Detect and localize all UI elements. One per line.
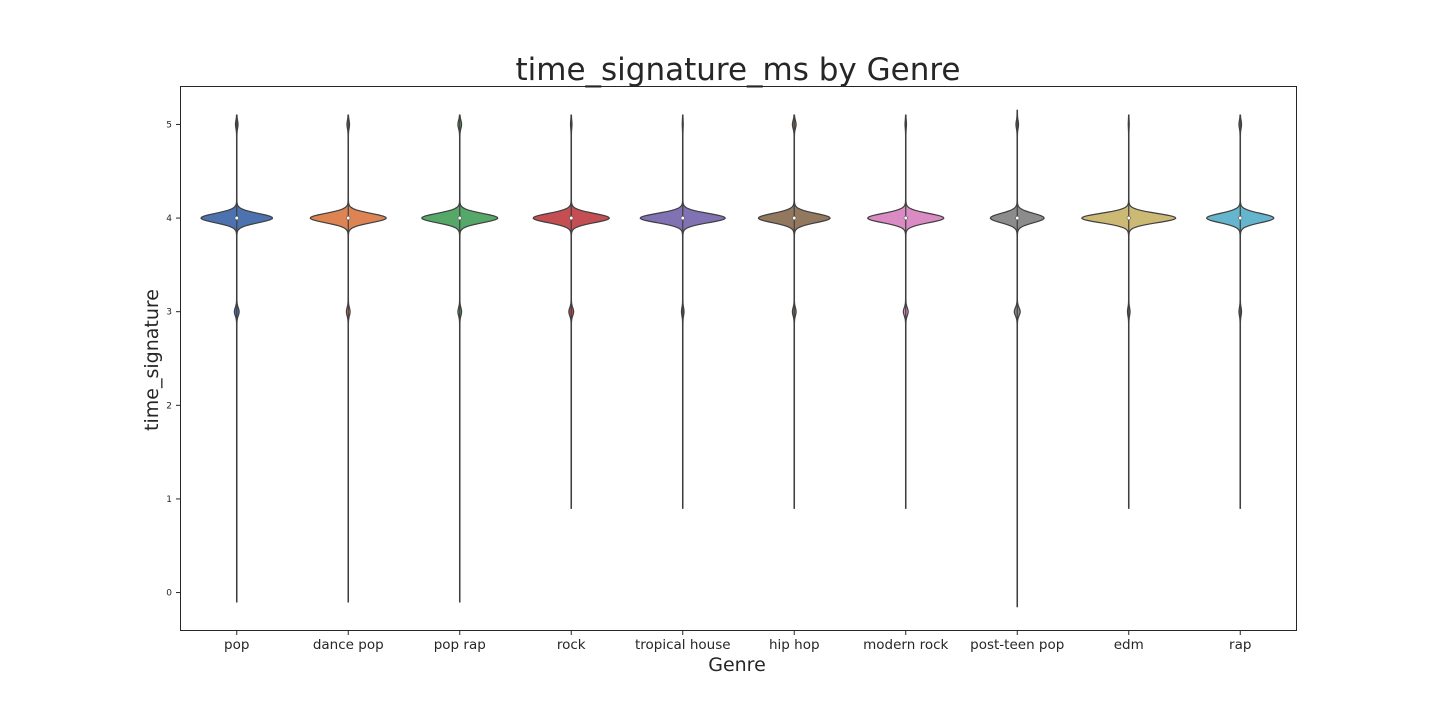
violin-median-point <box>346 216 351 221</box>
violin-edm <box>1081 114 1177 509</box>
violin-rock <box>532 114 611 509</box>
chart-title: time_signature_ms by Genre <box>515 52 960 88</box>
violin-tropical-house <box>639 114 726 509</box>
violin-median-point <box>1238 216 1243 221</box>
x-tick-label: pop <box>224 637 249 653</box>
x-tick-label: post-teen pop <box>970 637 1064 653</box>
violin-median-point <box>680 216 685 221</box>
x-tick-label: edm <box>1114 637 1144 653</box>
x-tick-label: dance pop <box>313 637 384 653</box>
x-tick-label: pop rap <box>434 637 486 653</box>
y-tick-label: 1 <box>166 495 172 505</box>
violin-hip-hop <box>757 114 831 509</box>
y-tick-label: 5 <box>166 120 172 130</box>
violin-median-point <box>903 216 908 221</box>
violin-post-teen-pop <box>989 109 1045 608</box>
x-tick-label: modern rock <box>863 637 948 653</box>
plot-frame <box>180 86 1297 631</box>
violin-dance-pop <box>309 114 387 603</box>
x-tick-label: rock <box>557 637 586 653</box>
x-tick-label: rap <box>1229 637 1251 653</box>
violin-modern-rock <box>866 114 945 509</box>
violins-layer <box>200 109 1275 608</box>
x-axis-label: Genre <box>708 654 766 676</box>
violin-median-point <box>792 216 797 221</box>
y-tick-label: 2 <box>166 401 172 411</box>
y-axis-ticks: 0 1 2 3 4 5 <box>166 120 181 599</box>
y-tick-label: 4 <box>166 214 172 224</box>
x-tick-label: tropical house <box>635 637 731 653</box>
violin-median-point <box>457 216 462 221</box>
y-tick-label: 0 <box>166 589 172 599</box>
violin-pop-rap <box>421 114 499 603</box>
violin-median-point <box>569 216 574 221</box>
y-axis-label: time_signature <box>141 289 163 431</box>
violin-median-point <box>1126 216 1131 221</box>
violin-median-point <box>234 216 239 221</box>
x-tick-label: hip hop <box>769 637 820 653</box>
violin-rap <box>1205 114 1275 509</box>
violin-median-point <box>1015 216 1020 221</box>
x-axis-ticks: pop dance pop pop rap rock tropical house hip… <box>224 630 1251 653</box>
violin-pop <box>200 114 274 603</box>
y-tick-label: 3 <box>166 308 172 318</box>
